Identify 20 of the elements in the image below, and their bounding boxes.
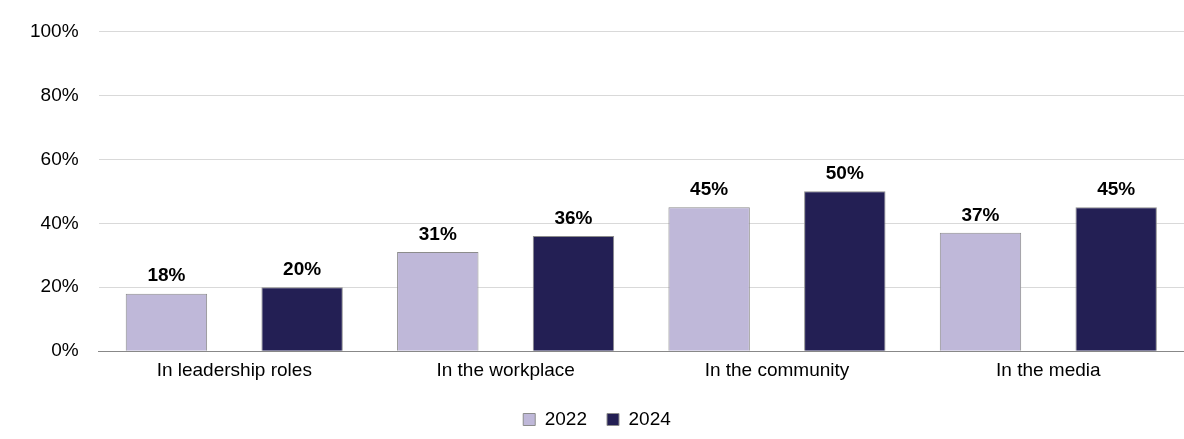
y-tick-label: 100% (29, 19, 79, 41)
data-label: 20% (283, 257, 322, 279)
y-tick-label: 60% (40, 147, 79, 169)
data-label: 36% (554, 206, 593, 228)
y-tick-label: 20% (40, 275, 79, 297)
data-label: 37% (961, 203, 1000, 225)
y-tick-label: 40% (40, 211, 79, 233)
data-label: 18% (147, 264, 186, 286)
data-label: 31% (418, 222, 457, 244)
y-tick-label: 0% (51, 339, 79, 361)
x-tick-label: In the workplace (436, 358, 575, 380)
y-tick-label: 80% (40, 83, 79, 105)
data-label: 50% (825, 162, 864, 184)
data-label: 45% (690, 178, 729, 200)
x-tick-label: In the community (704, 358, 850, 380)
x-tick-label: In the media (996, 358, 1102, 380)
data-label: 45% (1097, 178, 1136, 200)
legend-label: 2022 (544, 407, 588, 429)
legend-label: 2024 (628, 407, 672, 429)
x-tick-label: In leadership roles (156, 358, 312, 380)
